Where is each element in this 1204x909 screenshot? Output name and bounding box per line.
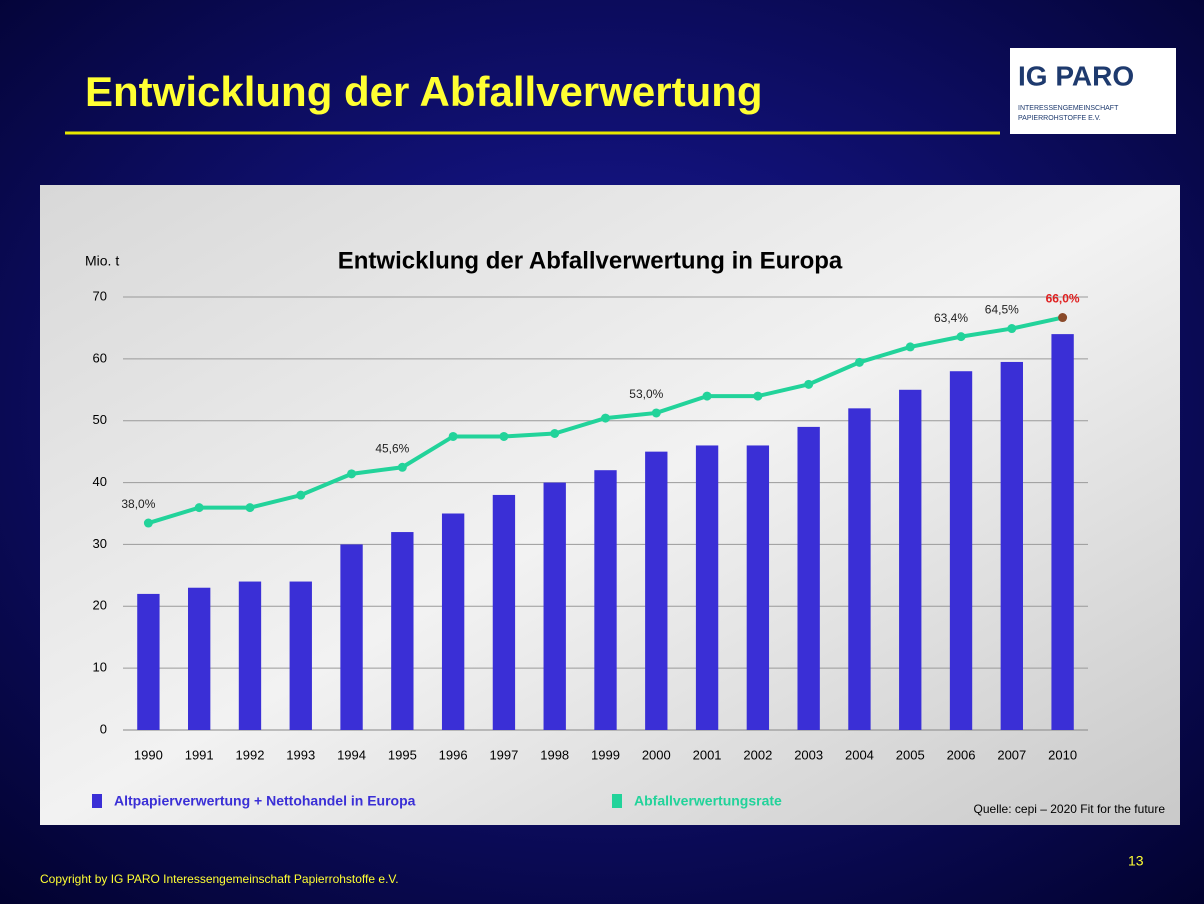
bar xyxy=(1001,362,1023,730)
x-tick-label: 2007 xyxy=(997,747,1026,762)
logo-line: INTERESSENGEMEINSCHAFT xyxy=(1018,105,1119,112)
x-tick-label: 2003 xyxy=(794,747,823,762)
bar xyxy=(594,470,616,730)
bar xyxy=(239,582,261,730)
x-tick-label: 2002 xyxy=(743,747,772,762)
rate-point xyxy=(499,432,508,441)
x-tick-label: 2001 xyxy=(693,747,722,762)
bar xyxy=(442,514,464,731)
bar xyxy=(848,408,870,730)
x-tick-label: 2005 xyxy=(896,747,925,762)
bar xyxy=(391,532,413,730)
legend-swatch xyxy=(92,794,102,808)
x-tick-label: 1992 xyxy=(236,747,265,762)
y-tick-label: 0 xyxy=(100,721,107,736)
bar xyxy=(188,588,210,730)
rate-point xyxy=(296,491,305,500)
page: Entwicklung der Abfallverwertung IG PARO… xyxy=(0,0,1204,904)
rate-point xyxy=(1058,313,1067,322)
rate-point xyxy=(855,358,864,367)
x-tick-label: 1999 xyxy=(591,747,620,762)
x-tick-label: 1990 xyxy=(134,747,163,762)
rate-point xyxy=(398,463,407,472)
source: Quelle: cepi – 2020 Fit for the future xyxy=(974,802,1166,816)
rate-point xyxy=(957,332,966,341)
rate-point xyxy=(652,408,661,417)
legend-swatch xyxy=(612,794,622,808)
bar xyxy=(137,594,159,730)
y-tick-label: 10 xyxy=(93,660,107,675)
slide: Entwicklung der Abfallverwertung IG PARO… xyxy=(0,0,1204,904)
legend-label: Abfallverwertungsrate xyxy=(634,793,782,809)
y-tick-label: 20 xyxy=(93,598,107,613)
chart-title: Entwicklung der Abfallverwertung in Euro… xyxy=(338,247,843,274)
rate-point xyxy=(144,519,153,528)
x-tick-label: 1991 xyxy=(185,747,214,762)
rate-point xyxy=(195,503,204,512)
slide-title: Entwicklung der Abfallverwertung xyxy=(85,68,763,115)
rate-point xyxy=(601,414,610,423)
footer: Copyright by IG PARO Interessengemeinsch… xyxy=(40,872,399,886)
y-tick-label: 50 xyxy=(93,412,107,427)
data-label: 66,0% xyxy=(1046,292,1080,306)
rate-point xyxy=(906,342,915,351)
bar xyxy=(1051,334,1073,730)
data-label: 45,6% xyxy=(375,441,409,455)
y-tick-label: 40 xyxy=(93,474,107,489)
rate-point xyxy=(1007,324,1016,333)
logo-line: PAPIERROHSTOFFE E.V. xyxy=(1018,115,1101,122)
logo-name: IG PARO xyxy=(1018,60,1134,91)
legend-label: Altpapierverwertung + Nettohandel in Eur… xyxy=(114,793,416,809)
rate-point xyxy=(753,392,762,401)
rate-point xyxy=(245,503,254,512)
rate-point xyxy=(550,429,559,438)
x-tick-label: 1994 xyxy=(337,747,366,762)
y-axis-label: Mio. t xyxy=(85,253,119,269)
bar xyxy=(950,371,972,730)
bar xyxy=(645,452,667,730)
x-tick-label: 2000 xyxy=(642,747,671,762)
x-tick-label: 1996 xyxy=(439,747,468,762)
bar xyxy=(696,445,718,730)
x-tick-label: 1995 xyxy=(388,747,417,762)
data-label: 63,4% xyxy=(934,311,968,325)
rate-point xyxy=(703,392,712,401)
x-tick-label: 2010 xyxy=(1048,747,1077,762)
rate-point xyxy=(449,432,458,441)
bar xyxy=(797,427,819,730)
y-tick-label: 60 xyxy=(93,350,107,365)
data-label: 38,0% xyxy=(121,497,155,511)
x-tick-label: 1993 xyxy=(286,747,315,762)
bar xyxy=(290,582,312,730)
bar xyxy=(747,445,769,730)
rate-point xyxy=(347,469,356,478)
x-tick-label: 1998 xyxy=(540,747,569,762)
data-label: 64,5% xyxy=(985,303,1019,317)
y-tick-label: 30 xyxy=(93,536,107,551)
page-number: 13 xyxy=(1128,853,1144,869)
rate-point xyxy=(804,380,813,389)
y-tick-label: 70 xyxy=(93,288,107,303)
x-tick-label: 2006 xyxy=(947,747,976,762)
bar xyxy=(340,544,362,730)
data-label: 53,0% xyxy=(629,387,663,401)
x-tick-label: 2004 xyxy=(845,747,874,762)
x-tick-label: 1997 xyxy=(489,747,518,762)
bar xyxy=(493,495,515,730)
bar xyxy=(544,483,566,730)
bar xyxy=(899,390,921,730)
